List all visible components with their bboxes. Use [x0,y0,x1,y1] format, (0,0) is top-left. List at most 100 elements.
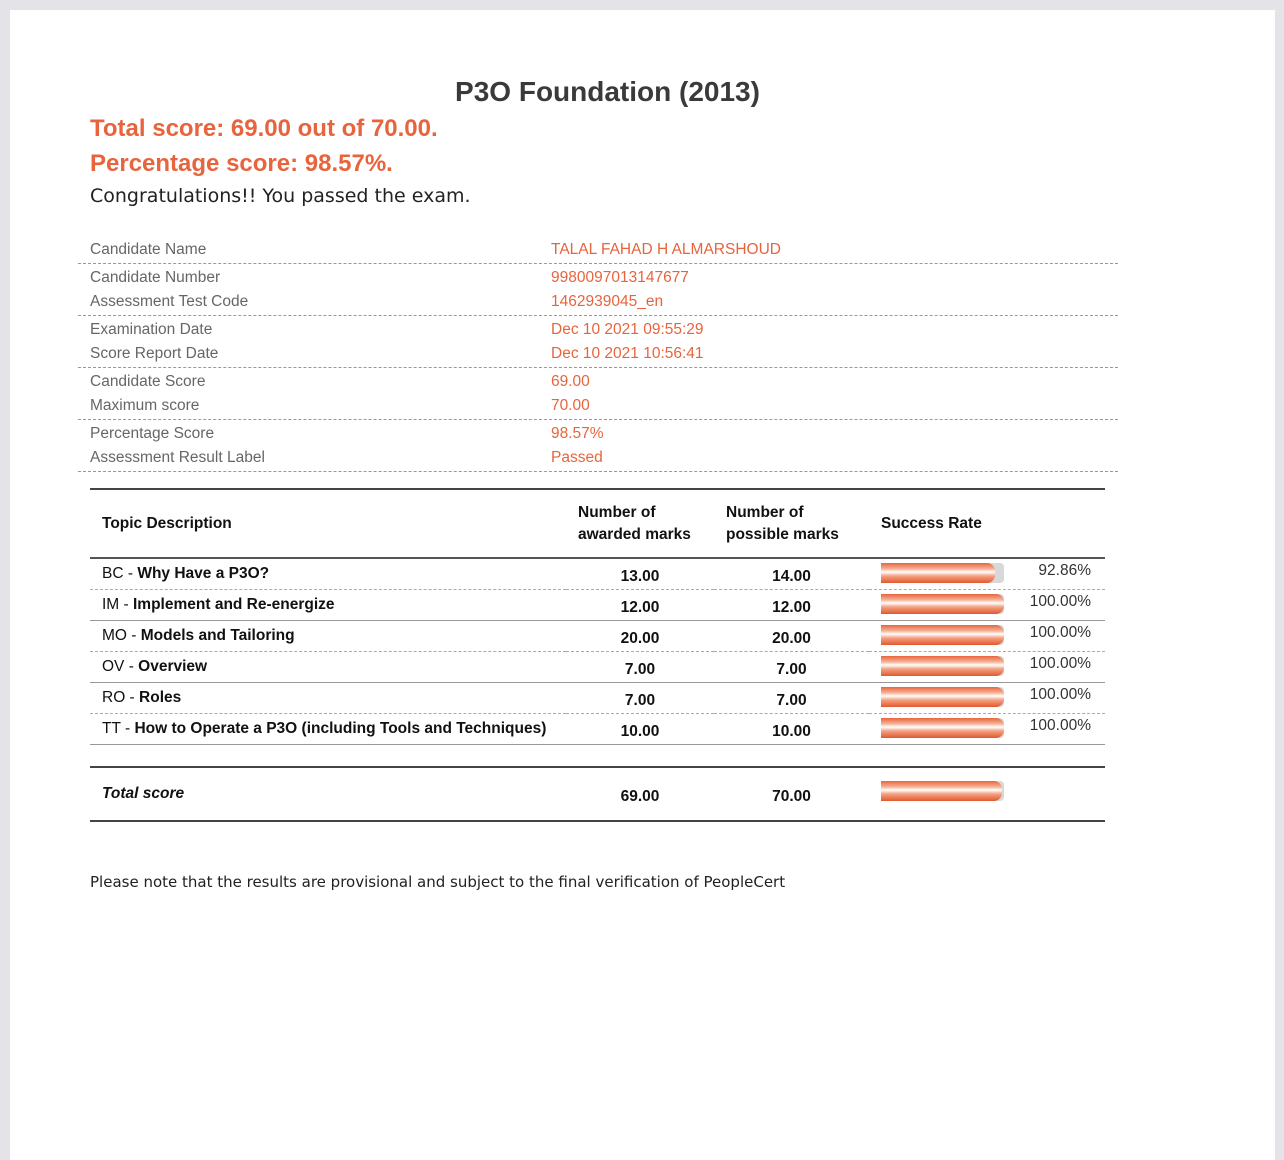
info-label: Maximum score [90,397,200,414]
success-rate-value: 92.86% [1038,562,1091,579]
info-row: Candidate Score 69.00 [78,370,1118,394]
info-row: Maximum score 70.00 [78,394,1118,418]
info-label: Examination Date [90,321,213,338]
success-rate-value: 100.00% [1029,654,1091,672]
header-awarded: Number of awarded marks [566,489,714,559]
possible-marks: 10.00 [714,713,869,745]
success-rate: 100.00% [869,620,1105,652]
topic-code: RO - [102,688,140,706]
success-rate-value: 100.00% [1029,716,1091,734]
possible-marks: 7.00 [714,682,869,714]
topic-row: RO - Roles 7.00 7.00 100.00% [90,682,1105,714]
score-report-page: P3O Foundation (2013) Total score: 69.00… [10,10,1275,1160]
total-possible: 70.00 [772,788,811,805]
success-rate: 100.00% [869,682,1105,714]
info-row: Assessment Result Label Passed [78,446,1118,470]
info-row: Assessment Test Code 1462939045_en [78,290,1118,314]
info-value: 70.00 [551,397,590,414]
topic-name: Roles [139,688,182,706]
provisional-note: Please note that the results are provisi… [90,873,786,891]
success-bar [881,563,1004,583]
candidate-info: Candidate Name TALAL FAHAD H ALMARSHOUD Ca… [78,236,1118,472]
info-label: Candidate Name [90,241,207,258]
topic-name: Models and Tailoring [140,626,295,644]
topic-row: BC - Why Have a P3O? 13.00 14.00 92.86% [90,558,1105,590]
success-rate: 100.00% [869,651,1105,683]
info-label: Percentage Score [90,425,215,442]
total-awarded: 69.00 [620,788,660,805]
awarded-marks: 7.00 [566,682,714,714]
success-rate: 100.00% [869,713,1105,745]
possible-marks: 12.00 [714,589,869,621]
header-possible: Number of possible marks [714,489,869,559]
info-row: Candidate Name TALAL FAHAD H ALMARSHOUD [78,238,1118,262]
success-bar-fill [881,686,1004,707]
info-value: 98.57% [551,425,604,442]
info-label: Candidate Number [90,269,221,286]
topic-description: BC - Why Have a P3O? [90,558,566,590]
info-label: Score Report Date [90,345,219,362]
success-bar [881,593,1004,614]
info-row: Candidate Number 9980097013147677 [78,266,1118,290]
success-bar-fill [881,624,1004,645]
topic-code: IM - [102,595,133,613]
info-group: Candidate Number 9980097013147677 Assessme… [78,264,1118,316]
header-success-rate: Success Rate [869,489,1105,559]
info-value: TALAL FAHAD H ALMARSHOUD [551,241,781,258]
info-group: Examination Date Dec 10 2021 09:55:29 Scor… [78,316,1118,368]
success-rate-value: 100.00% [1029,592,1091,610]
total-row: Total score 69.00 70.00 [90,767,1105,821]
topic-name: Why Have a P3O? [137,564,270,582]
possible-marks: 20.00 [714,620,869,652]
info-label: Assessment Result Label [90,449,265,466]
total-table: Total score 69.00 70.00 [90,766,1105,822]
topic-row: OV - Overview 7.00 7.00 100.00% [90,651,1105,683]
info-row: Score Report Date Dec 10 2021 10:56:41 [78,342,1118,366]
topic-row: TT - How to Operate a P3O (including Too… [90,713,1105,745]
awarded-marks: 12.00 [566,589,714,621]
success-bar [881,655,1004,676]
info-value: 1462939045_en [551,293,664,310]
info-label: Candidate Score [90,373,206,390]
topic-description: TT - How to Operate a P3O (including Too… [90,713,566,745]
awarded-marks: 10.00 [566,713,714,745]
total-label: Total score [102,785,185,802]
info-value: Dec 10 2021 09:55:29 [551,321,704,338]
info-value: 9980097013147677 [551,269,689,286]
awarded-marks: 13.00 [566,558,714,590]
topic-code: TT - [102,719,135,737]
info-group: Candidate Score 69.00 Maximum score 70.00 [78,368,1118,420]
percentage-score-line: Percentage score: 98.57%. [90,150,393,177]
success-bar-fill [881,593,1004,614]
success-rate-value: 100.00% [1029,685,1091,703]
success-bar-fill [881,717,1004,738]
info-row: Percentage Score 98.57% [78,422,1118,446]
topic-table: Topic Description Number of awarded mark… [90,488,1105,745]
topic-code: OV - [102,657,139,675]
success-bar-fill [881,655,1004,676]
possible-marks: 7.00 [714,651,869,683]
topic-name: How to Operate a P3O (including Tools an… [134,719,547,737]
success-bar [881,781,1004,801]
awarded-marks: 7.00 [566,651,714,683]
topic-description: IM - Implement and Re-energize [90,589,566,621]
success-bar-fill [881,563,996,583]
topic-code: MO - [102,626,141,644]
info-row: Examination Date Dec 10 2021 09:55:29 [78,318,1118,342]
success-bar [881,686,1004,707]
info-group: Candidate Name TALAL FAHAD H ALMARSHOUD [78,236,1118,264]
success-bar-fill [881,781,1003,801]
success-rate-value: 100.00% [1029,623,1091,641]
info-value: Passed [551,449,603,466]
success-rate: 92.86% [869,558,1105,590]
topic-row: IM - Implement and Re-energize 12.00 12.… [90,589,1105,621]
total-success-rate [869,767,1105,821]
total-score-line: Total score: 69.00 out of 70.00. [90,115,438,142]
congratulations-message: Congratulations!! You passed the exam. [90,185,471,207]
header-topic: Topic Description [90,489,566,559]
success-bar [881,624,1004,645]
awarded-marks: 20.00 [566,620,714,652]
possible-marks: 14.00 [714,558,869,590]
topic-description: OV - Overview [90,651,566,683]
topic-name: Overview [138,657,208,675]
